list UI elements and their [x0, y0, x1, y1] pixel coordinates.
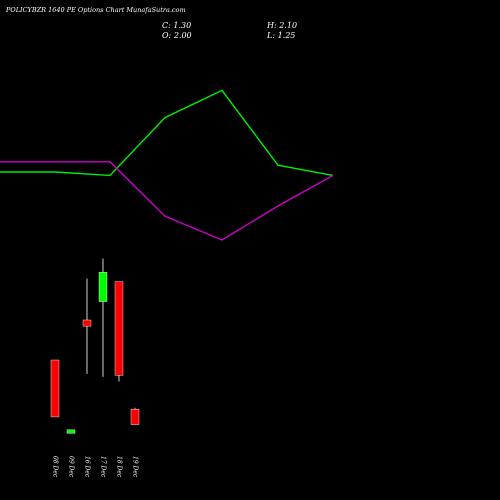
date-label-4: 17 Dec: [100, 456, 107, 478]
date-label-2: 09 Dec: [68, 456, 75, 478]
series-line-2: [0, 161, 334, 241]
date-label-3: 16 Dec: [84, 456, 91, 478]
candlestick-panel: [50, 258, 140, 434]
line-panel: [0, 89, 334, 241]
date-label-6: 19 Dec: [132, 456, 139, 478]
candle-body-4: [98, 272, 108, 302]
candle-body-2: [66, 429, 76, 434]
candle-body-1: [50, 359, 60, 418]
date-label-1: 08 Dec: [52, 456, 59, 478]
candle-body-6: [130, 409, 140, 425]
series-line-1: [0, 89, 334, 177]
open-readout: O: 2.00: [162, 31, 192, 40]
close-readout: C: 1.30: [162, 21, 192, 30]
low-readout: L: 1.25: [267, 31, 296, 40]
candle-body-5: [114, 281, 124, 376]
chart-title: POLICYBZR 1640 PE Options Chart MunafaSu…: [6, 6, 186, 14]
high-readout: H: 2.10: [267, 21, 298, 30]
date-label-5: 18 Dec: [116, 456, 123, 478]
date-axis: 08 Dec 09 Dec 16 Dec 17 Dec 18 Dec 19 Dec: [52, 456, 139, 478]
candle-body-3: [82, 319, 92, 327]
